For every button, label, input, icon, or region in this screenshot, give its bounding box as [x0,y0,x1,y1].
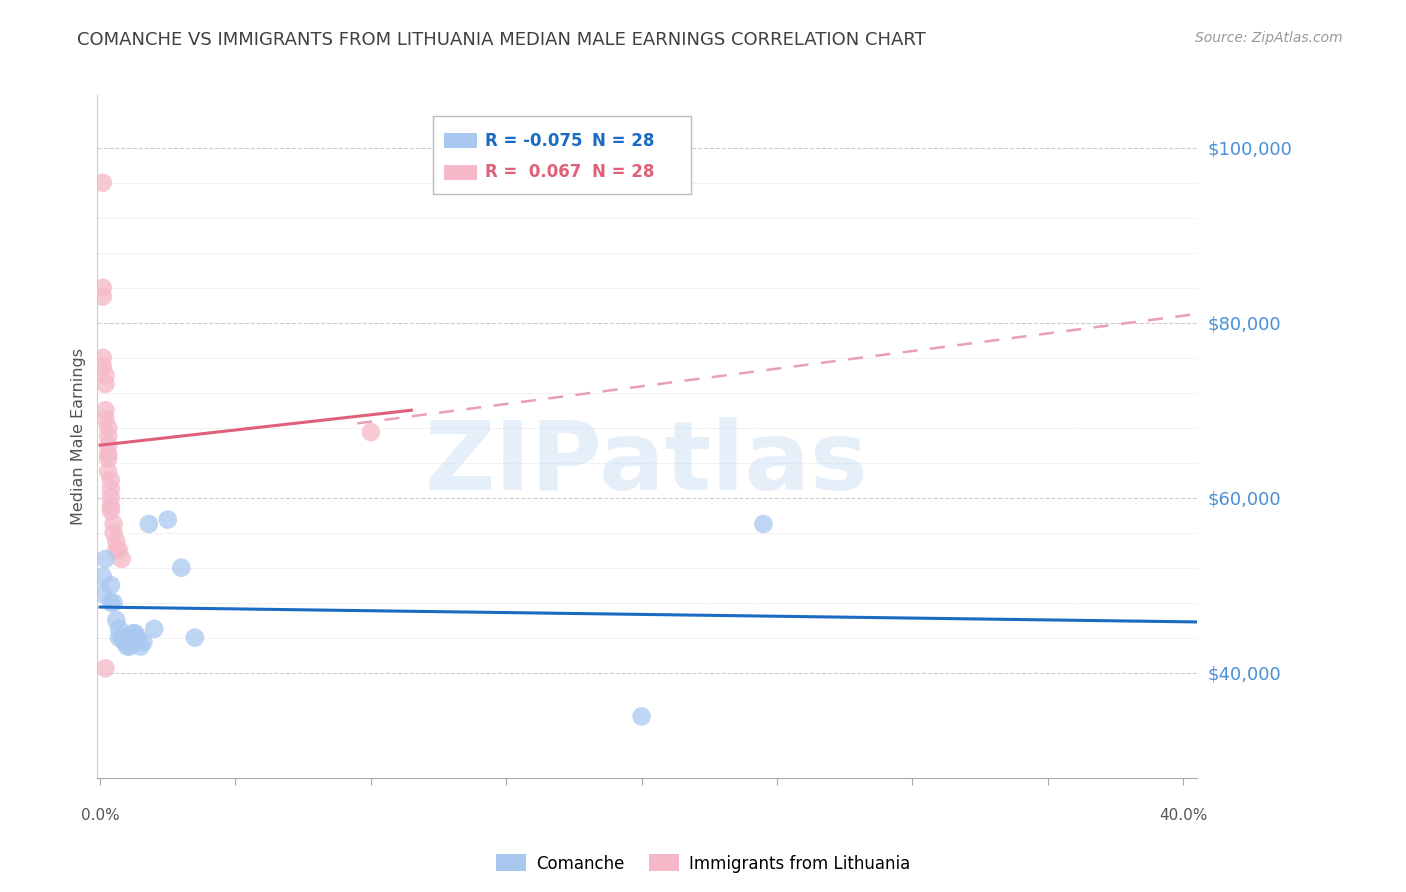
Text: R =  0.067: R = 0.067 [485,163,582,181]
Text: N = 28: N = 28 [592,163,654,181]
Point [91,351,114,365]
Point [91,176,114,190]
Point [129,640,152,654]
Point [94,661,117,675]
Point [94,376,117,391]
Point [94,552,117,566]
Point [94,403,117,417]
Point [100,491,122,505]
Point [108,631,131,645]
Point [752,516,775,531]
Text: Source: ZipAtlas.com: Source: ZipAtlas.com [1195,31,1343,45]
Point [91,281,114,295]
Point [118,631,141,645]
Legend: Comanche, Immigrants from Lithuania: Comanche, Immigrants from Lithuania [489,847,917,880]
Point [97,465,120,479]
Point [100,578,122,592]
Bar [444,165,477,180]
Text: COMANCHE VS IMMIGRANTS FROM LITHUANIA MEDIAN MALE EARNINGS CORRELATION CHART: COMANCHE VS IMMIGRANTS FROM LITHUANIA ME… [77,31,927,49]
Point [118,640,141,654]
Point [108,622,131,636]
Point [105,534,128,549]
Point [91,289,114,303]
Point [91,569,114,583]
Point [115,640,138,654]
Point [97,438,120,452]
Point [91,359,114,374]
Point [360,425,382,439]
Point [100,596,122,610]
Point [91,587,114,601]
Point [630,709,652,723]
Text: 40.0%: 40.0% [1159,808,1208,823]
Point [105,613,128,627]
Point [103,525,125,540]
Point [138,516,160,531]
Point [105,543,128,558]
Point [111,552,134,566]
Point [94,412,117,426]
Point [100,504,122,518]
Point [97,447,120,461]
Point [108,543,131,558]
Point [100,482,122,496]
Text: R = -0.075: R = -0.075 [485,132,583,150]
Point [112,635,135,649]
Point [132,635,155,649]
Point [115,635,138,649]
FancyBboxPatch shape [433,116,690,194]
Text: N = 28: N = 28 [592,132,654,150]
Y-axis label: Median Male Earnings: Median Male Earnings [72,348,86,525]
Point [97,421,120,435]
Point [112,631,135,645]
Point [97,451,120,466]
Point [100,473,122,487]
Point [127,631,149,645]
Point [156,512,179,526]
Text: 0.0%: 0.0% [80,808,120,823]
Point [170,560,193,574]
Point [94,368,117,383]
Point [111,631,134,645]
Point [124,626,146,640]
Point [143,622,166,636]
Point [100,500,122,514]
Point [103,516,125,531]
Bar [444,134,477,148]
Point [97,429,120,443]
Point [121,626,143,640]
Text: ZIPatlas: ZIPatlas [425,417,869,510]
Point [184,631,207,645]
Point [103,596,125,610]
